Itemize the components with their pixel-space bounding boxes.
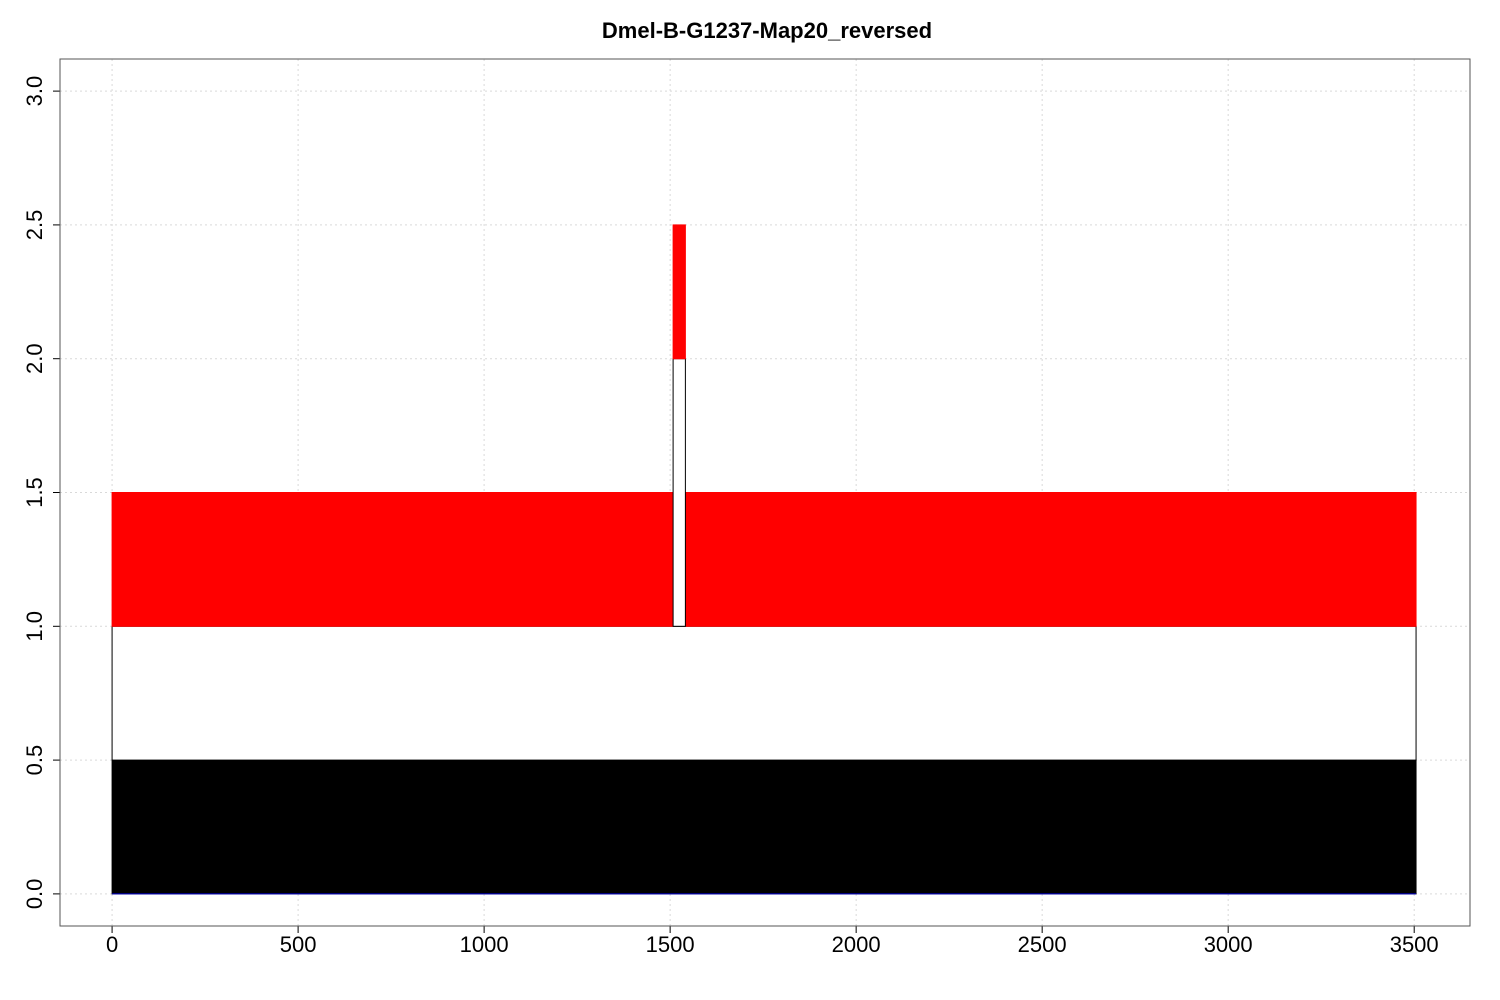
y-tick-label: 1.0 — [22, 611, 47, 642]
x-tick-label: 2500 — [1018, 932, 1067, 957]
y-axis: 0.0 0.5 1.0 1.5 2.0 2.5 3.0 — [22, 76, 60, 909]
x-axis: 0 500 1000 1500 2000 2500 3000 3500 — [106, 926, 1439, 957]
x-tick-label: 3500 — [1390, 932, 1439, 957]
red-spike — [672, 224, 686, 360]
bars-layer — [111, 224, 1417, 895]
y-tick-label: 2.5 — [22, 210, 47, 241]
chart-title: Dmel-B-G1237-Map20_reversed — [602, 18, 932, 43]
y-tick-label: 0.0 — [22, 879, 47, 910]
x-tick-label: 0 — [106, 932, 118, 957]
x-tick-label: 1000 — [460, 932, 509, 957]
red-bar-left — [111, 492, 674, 627]
x-tick-label: 1500 — [646, 932, 695, 957]
black-bar — [111, 759, 1417, 895]
x-tick-label: 500 — [280, 932, 317, 957]
red-bar-right — [684, 492, 1417, 627]
x-tick-label: 3000 — [1204, 932, 1253, 957]
white-spike — [672, 358, 686, 627]
plot-frame — [59, 58, 1471, 927]
y-tick-label: 0.5 — [22, 745, 47, 776]
y-tick-label: 2.0 — [22, 343, 47, 374]
y-tick-label: 3.0 — [22, 76, 47, 107]
y-tick-label: 1.5 — [22, 477, 47, 508]
white-bar — [111, 625, 1417, 761]
x-tick-label: 2000 — [832, 932, 881, 957]
